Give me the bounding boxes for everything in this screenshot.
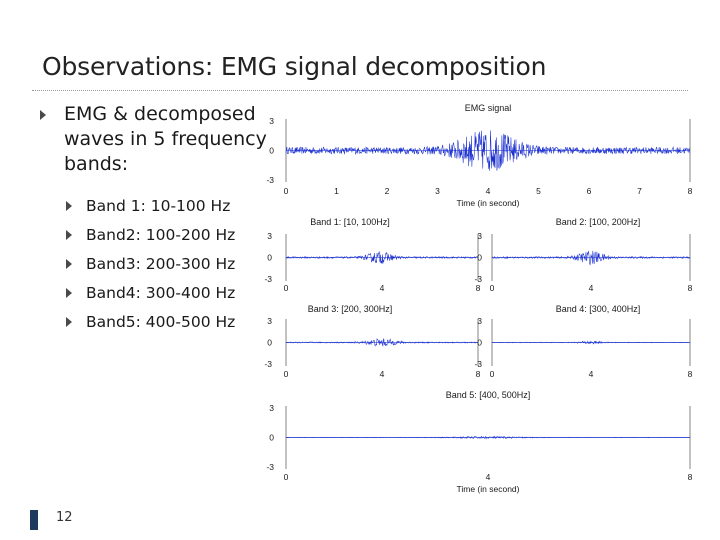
x-tick-label: 8 xyxy=(688,186,693,196)
x-tick-label: 5 xyxy=(536,186,541,196)
x-tick-label: 0 xyxy=(284,472,289,482)
y-tick-label: 3 xyxy=(477,316,482,326)
y-tick-label: -3 xyxy=(264,274,272,284)
y-tick-label: 0 xyxy=(267,253,272,263)
page-number: 12 xyxy=(56,510,73,525)
sub-bullet-text: Band3: 200-300 Hz xyxy=(86,255,236,273)
main-bullet-line: EMG & decomposed waves in 5 frequency ba… xyxy=(40,102,280,177)
bullet-arrow-icon xyxy=(66,259,72,269)
bullet-arrow-icon xyxy=(66,230,72,240)
main-bullet-line-3: bands: xyxy=(64,153,129,175)
x-tick-label: 4 xyxy=(380,369,385,379)
bullet-arrow-icon xyxy=(66,201,72,211)
x-tick-label: 8 xyxy=(688,283,693,293)
x-tick-label: 2 xyxy=(385,186,390,196)
y-tick-label: -3 xyxy=(474,359,482,369)
x-tick-label: 1 xyxy=(334,186,339,196)
sub-bullet-band-4: Band4: 300-400 Hz xyxy=(66,279,235,308)
sub-bullet-text: Band4: 300-400 Hz xyxy=(86,284,236,302)
x-tick-label: 3 xyxy=(435,186,440,196)
bullet-arrow-icon xyxy=(40,110,46,120)
main-bullet-line-2: waves in 5 frequency xyxy=(64,128,267,150)
footer-accent-bar xyxy=(30,510,38,530)
sub-bullet-list: Band 1: 10-100 Hz Band2: 100-200 Hz Band… xyxy=(66,192,235,337)
panel-title: Band 2: [100, 200Hz] xyxy=(556,217,641,227)
x-tick-label: 4 xyxy=(589,369,594,379)
x-tick-label: 8 xyxy=(688,472,693,482)
x-tick-label: 4 xyxy=(486,186,491,196)
y-tick-label: -3 xyxy=(264,359,272,369)
x-tick-label: 0 xyxy=(284,186,289,196)
x-tick-label: 0 xyxy=(284,369,289,379)
x-tick-label: 6 xyxy=(587,186,592,196)
x-tick-label: 4 xyxy=(486,472,491,482)
sub-bullet-band-1: Band 1: 10-100 Hz xyxy=(66,192,235,221)
y-tick-label: 3 xyxy=(267,231,272,241)
x-tick-label: 7 xyxy=(637,186,642,196)
y-tick-label: 0 xyxy=(477,253,482,263)
sub-bullet-band-5: Band5: 400-500 Hz xyxy=(66,308,235,337)
emg-decomposition-figure: EMG signal 3 0 -3 0 1 2 3 4 5 6 7 8 Time (in second) B… xyxy=(264,103,693,494)
panel-title: Band 3: [200, 300Hz] xyxy=(308,304,393,314)
y-tick-label: 3 xyxy=(269,116,274,126)
y-tick-label: 0 xyxy=(269,146,274,156)
x-tick-label: 4 xyxy=(589,283,594,293)
sub-bullet-band-3: Band3: 200-300 Hz xyxy=(66,250,235,279)
main-bullet-line-1: EMG & decomposed xyxy=(64,103,256,125)
sub-bullet-band-2: Band2: 100-200 Hz xyxy=(66,221,235,250)
y-tick-label: -3 xyxy=(266,462,274,472)
bullet-arrow-icon xyxy=(66,317,72,327)
title-divider xyxy=(32,90,688,91)
slide-title: Observations: EMG signal decomposition xyxy=(42,52,547,81)
sub-bullet-text: Band2: 100-200 Hz xyxy=(86,226,236,244)
y-tick-label: 3 xyxy=(269,403,274,413)
x-tick-label: 0 xyxy=(490,369,495,379)
x-tick-label: 4 xyxy=(380,283,385,293)
panel-title: Band 1: [10, 100Hz] xyxy=(310,217,390,227)
x-tick-label: 0 xyxy=(284,283,289,293)
x-tick-label: 0 xyxy=(490,283,495,293)
x-tick-label: 8 xyxy=(476,369,481,379)
panel-title: Band 5: [400, 500Hz] xyxy=(446,390,531,400)
bullet-arrow-icon xyxy=(66,288,72,298)
x-tick-label: 8 xyxy=(688,369,693,379)
y-tick-label: 3 xyxy=(477,231,482,241)
panel-title: EMG signal xyxy=(465,103,512,113)
y-tick-label: -3 xyxy=(474,274,482,284)
y-tick-label: 3 xyxy=(267,316,272,326)
panel-title: Band 4: [300, 400Hz] xyxy=(556,304,641,314)
main-bullet-text: EMG & decomposed waves in 5 frequency ba… xyxy=(64,102,267,177)
main-bullet: EMG & decomposed waves in 5 frequency ba… xyxy=(40,102,280,177)
y-tick-label: 0 xyxy=(269,433,274,443)
y-tick-label: 0 xyxy=(477,338,482,348)
x-axis-label: Time (in second) xyxy=(457,484,520,494)
y-tick-label: -3 xyxy=(266,175,274,185)
y-tick-label: 0 xyxy=(267,338,272,348)
sub-bullet-text: Band5: 400-500 Hz xyxy=(86,313,236,331)
sub-bullet-text: Band 1: 10-100 Hz xyxy=(86,197,231,215)
x-tick-label: 8 xyxy=(476,283,481,293)
x-axis-label: Time (in second) xyxy=(457,198,520,208)
